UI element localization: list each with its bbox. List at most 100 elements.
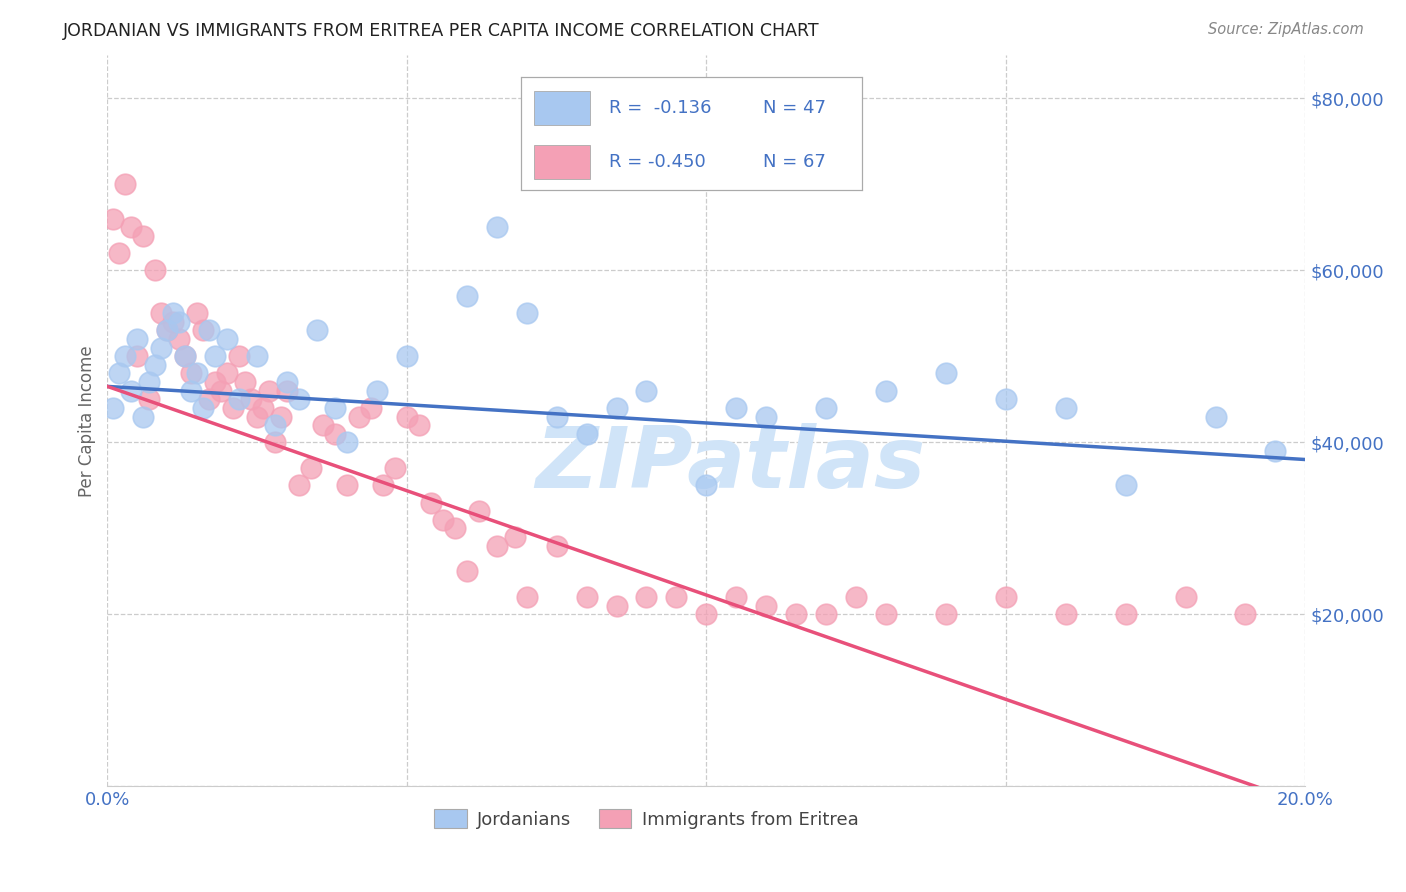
- Point: [875, 384, 897, 398]
- Point: [120, 384, 142, 398]
- Point: [516, 306, 538, 320]
- Point: [276, 384, 298, 398]
- Point: [186, 306, 208, 320]
- Point: [193, 323, 215, 337]
- Point: [246, 409, 269, 424]
- Point: [360, 401, 382, 415]
- Point: [246, 349, 269, 363]
- Point: [108, 246, 131, 260]
- Point: [755, 599, 778, 613]
- Point: [485, 220, 508, 235]
- Point: [305, 323, 328, 337]
- Point: [384, 461, 406, 475]
- Point: [605, 401, 627, 415]
- Text: Source: ZipAtlas.com: Source: ZipAtlas.com: [1208, 22, 1364, 37]
- Point: [312, 418, 335, 433]
- Text: ZIPatlas: ZIPatlas: [536, 423, 925, 506]
- Point: [150, 306, 173, 320]
- Point: [605, 599, 627, 613]
- Point: [198, 392, 221, 407]
- Point: [432, 513, 454, 527]
- Point: [132, 409, 155, 424]
- Point: [150, 341, 173, 355]
- Point: [443, 521, 465, 535]
- Point: [845, 590, 868, 604]
- Point: [1234, 607, 1257, 622]
- Point: [138, 375, 160, 389]
- Point: [120, 220, 142, 235]
- Point: [167, 332, 190, 346]
- Point: [240, 392, 263, 407]
- Point: [665, 590, 688, 604]
- Point: [516, 590, 538, 604]
- Point: [336, 478, 359, 492]
- Point: [1264, 444, 1286, 458]
- Point: [395, 349, 418, 363]
- Point: [217, 367, 239, 381]
- Point: [456, 565, 478, 579]
- Point: [371, 478, 394, 492]
- Point: [815, 401, 838, 415]
- Point: [222, 401, 245, 415]
- Point: [395, 409, 418, 424]
- Point: [103, 211, 125, 226]
- Point: [323, 401, 346, 415]
- Point: [695, 607, 717, 622]
- Point: [270, 409, 292, 424]
- Point: [193, 401, 215, 415]
- Point: [419, 495, 441, 509]
- Point: [257, 384, 280, 398]
- Point: [1115, 478, 1137, 492]
- Point: [186, 367, 208, 381]
- Point: [198, 323, 221, 337]
- Point: [233, 375, 256, 389]
- Point: [156, 323, 179, 337]
- Point: [636, 384, 658, 398]
- Point: [138, 392, 160, 407]
- Point: [180, 367, 202, 381]
- Y-axis label: Per Capita Income: Per Capita Income: [79, 345, 96, 497]
- Point: [755, 409, 778, 424]
- Point: [162, 315, 184, 329]
- Point: [127, 349, 149, 363]
- Point: [252, 401, 274, 415]
- Point: [108, 367, 131, 381]
- Point: [935, 607, 957, 622]
- Point: [875, 607, 897, 622]
- Point: [323, 426, 346, 441]
- Point: [167, 315, 190, 329]
- Point: [1115, 607, 1137, 622]
- Point: [1174, 590, 1197, 604]
- Point: [114, 349, 136, 363]
- Point: [174, 349, 197, 363]
- Point: [575, 590, 598, 604]
- Point: [288, 478, 311, 492]
- Point: [725, 401, 748, 415]
- Point: [994, 392, 1017, 407]
- Point: [174, 349, 197, 363]
- Point: [114, 178, 136, 192]
- Point: [127, 332, 149, 346]
- Point: [103, 401, 125, 415]
- Point: [485, 539, 508, 553]
- Point: [288, 392, 311, 407]
- Point: [264, 418, 287, 433]
- Point: [468, 504, 491, 518]
- Point: [204, 375, 226, 389]
- Point: [1054, 607, 1077, 622]
- Point: [143, 358, 166, 372]
- Point: [1205, 409, 1227, 424]
- Point: [636, 590, 658, 604]
- Point: [143, 263, 166, 277]
- Point: [575, 426, 598, 441]
- Point: [695, 478, 717, 492]
- Point: [935, 367, 957, 381]
- Point: [228, 349, 250, 363]
- Point: [180, 384, 202, 398]
- Point: [217, 332, 239, 346]
- Point: [228, 392, 250, 407]
- Legend: Jordanians, Immigrants from Eritrea: Jordanians, Immigrants from Eritrea: [427, 802, 866, 836]
- Text: JORDANIAN VS IMMIGRANTS FROM ERITREA PER CAPITA INCOME CORRELATION CHART: JORDANIAN VS IMMIGRANTS FROM ERITREA PER…: [63, 22, 820, 40]
- Point: [503, 530, 526, 544]
- Point: [264, 435, 287, 450]
